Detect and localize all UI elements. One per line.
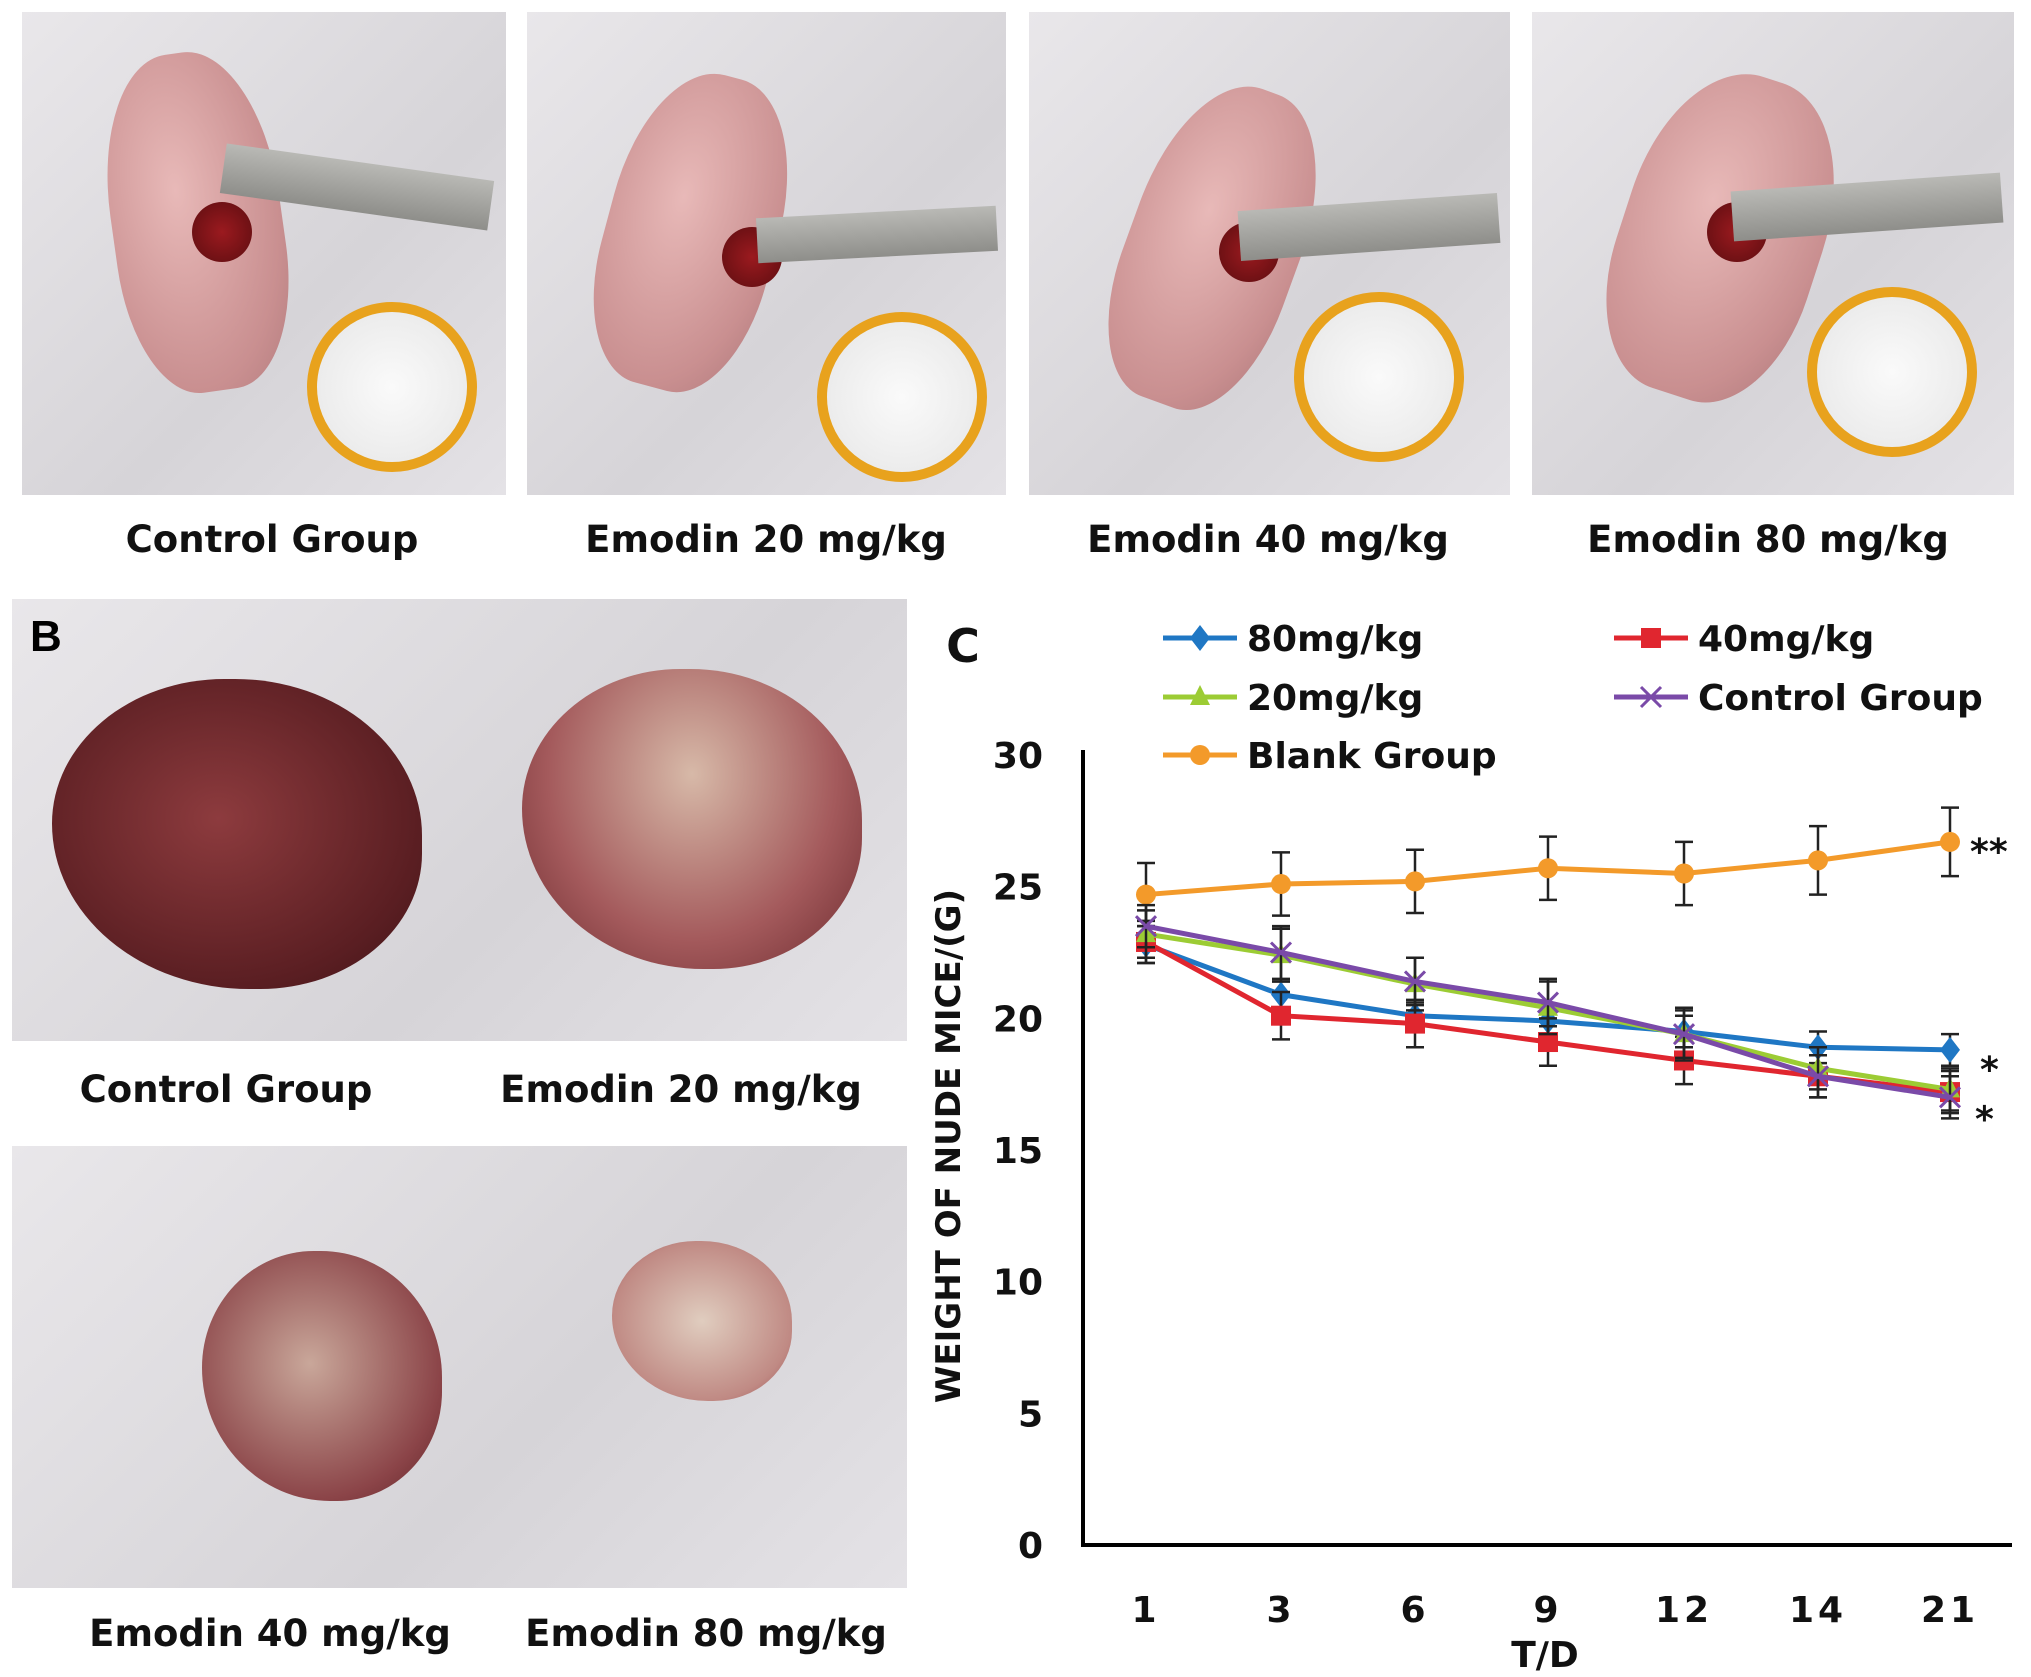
- legend-label-80mg-kg: 80mg/kg: [1247, 619, 1423, 660]
- y-tick-label: 10: [993, 1263, 1043, 1304]
- x-tick-label: 3: [1266, 1590, 1295, 1631]
- x-tick-label: 12: [1655, 1590, 1713, 1631]
- caption-b-control: Control Group: [79, 1068, 373, 1111]
- photo-control-mouse: [22, 12, 506, 495]
- data-point-blank-group: [1405, 871, 1425, 892]
- data-point-40mg-kg: [1271, 1005, 1291, 1026]
- x-tick-label: 21: [1921, 1590, 1979, 1631]
- x-tick-label: 1: [1131, 1590, 1160, 1631]
- data-point-40mg-kg: [1538, 1032, 1558, 1053]
- data-point-40mg-kg: [1405, 1013, 1425, 1034]
- photo-emodin80-mouse: [1532, 12, 2014, 495]
- x-tick-label: 9: [1533, 1590, 1562, 1631]
- data-point-control-group: [1536, 991, 1560, 1014]
- caption-a-control: Control Group: [125, 518, 419, 561]
- y-tick-label: 5: [1018, 1394, 1043, 1435]
- caption-a-emodin40: Emodin 40 mg/kg: [1087, 518, 1449, 561]
- data-point-control-group: [1403, 970, 1427, 993]
- photo-emodin40-mouse: [1029, 12, 1510, 495]
- y-tick-label: 15: [993, 1131, 1043, 1172]
- data-point-blank-group: [1940, 831, 1960, 852]
- caption-a-emodin20: Emodin 20 mg/kg: [585, 518, 947, 561]
- legend-label-40mg-kg: 40mg/kg: [1698, 619, 1874, 660]
- photo-tumors-emodin40-emodin80: [12, 1146, 907, 1588]
- significance-marker: *: [1975, 1099, 1994, 1140]
- significance-marker: **: [1970, 832, 2008, 873]
- photo-tumors-control-emodin20: [12, 599, 907, 1041]
- data-point-control-group: [1134, 915, 1158, 938]
- data-point-control-group: [1938, 1086, 1962, 1109]
- caption-b-emodin20: Emodin 20 mg/kg: [500, 1068, 862, 1111]
- y-tick-label: 0: [1018, 1526, 1043, 1567]
- legend-marker-control-group: [1639, 685, 1663, 709]
- x-axis-label: T/D: [1511, 1635, 1579, 1676]
- legend-label-blank-group: Blank Group: [1247, 736, 1497, 777]
- y-axis-label: WEIGHT OF NUDE MICE/(G): [929, 889, 969, 1403]
- y-tick-label: 25: [993, 868, 1043, 909]
- caption-b-emodin80: Emodin 80 mg/kg: [525, 1612, 887, 1655]
- data-point-80mg-kg: [1940, 1036, 1960, 1063]
- y-tick-label: 20: [993, 999, 1043, 1040]
- data-point-blank-group: [1136, 884, 1156, 905]
- caption-b-emodin40: Emodin 40 mg/kg: [89, 1612, 451, 1655]
- data-point-blank-group: [1674, 863, 1694, 884]
- legend-label-control-group: Control Group: [1698, 678, 1983, 719]
- legend-label-20mg-kg: 20mg/kg: [1247, 678, 1423, 719]
- data-point-blank-group: [1808, 850, 1828, 871]
- x-tick-label: 6: [1400, 1590, 1429, 1631]
- photo-emodin20-mouse: [527, 12, 1006, 495]
- y-tick-label: 30: [993, 736, 1043, 777]
- legend-marker-20mg-kg: [1190, 685, 1210, 705]
- significance-marker: *: [1980, 1050, 1999, 1091]
- data-point-control-group: [1672, 1023, 1696, 1046]
- data-point-blank-group: [1538, 858, 1558, 879]
- x-tick-label: 14: [1789, 1590, 1847, 1631]
- data-point-control-group: [1269, 941, 1293, 964]
- data-point-control-group: [1806, 1065, 1830, 1088]
- legend-marker-80mg-kg: [1190, 625, 1210, 651]
- legend-marker-40mg-kg: [1641, 628, 1661, 648]
- panel-c-letter: C: [946, 619, 980, 673]
- legend-marker-blank-group: [1190, 745, 1210, 765]
- panel-b-letter: B: [30, 612, 62, 661]
- caption-a-emodin80: Emodin 80 mg/kg: [1587, 518, 1949, 561]
- data-point-blank-group: [1271, 874, 1291, 895]
